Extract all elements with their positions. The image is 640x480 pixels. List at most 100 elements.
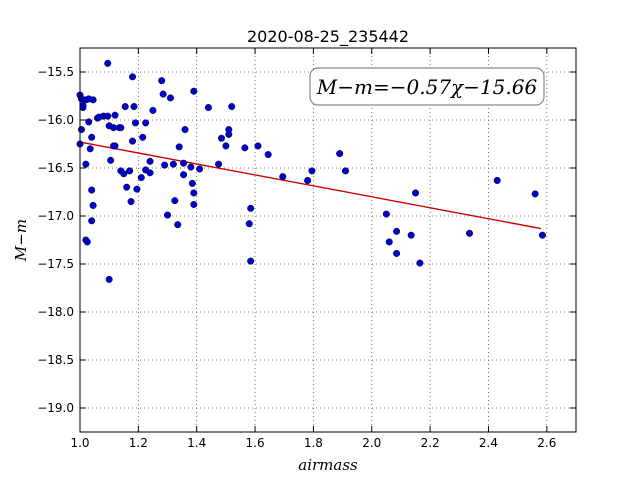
y-tick-labels: −15.5 −16.0 −16.5 −17.0 −17.5 −18.0 −18.5 −19.0 [37, 65, 74, 415]
data-point [104, 112, 112, 120]
data-point [89, 96, 97, 104]
annotation-box: M−m=−0.57χ−15.66 [309, 67, 545, 106]
data-points [76, 59, 546, 283]
y-tick-label: −18.0 [37, 305, 74, 319]
data-point [385, 238, 393, 246]
data-point [466, 229, 474, 237]
data-point [88, 133, 96, 141]
fit-line-layer [79, 141, 542, 230]
x-tick-label: 2.6 [537, 436, 556, 450]
data-point [407, 231, 415, 239]
data-point [204, 104, 212, 112]
data-point [171, 197, 179, 205]
data-point [241, 144, 249, 152]
y-tick-label: −18.5 [37, 353, 74, 367]
data-point [121, 103, 129, 111]
data-point [254, 142, 262, 150]
data-point [412, 189, 420, 197]
data-point [538, 231, 546, 239]
data-point [129, 137, 137, 145]
x-tick-label: 2.0 [362, 436, 381, 450]
data-point [146, 157, 154, 165]
data-point [79, 102, 87, 110]
data-point [86, 145, 94, 153]
data-point [218, 134, 226, 142]
data-point [336, 150, 344, 158]
data-point [190, 200, 198, 208]
data-point [416, 259, 424, 267]
y-axis-label: M−m [12, 219, 30, 262]
x-tick-label: 1.6 [246, 436, 265, 450]
plot-area-frame [79, 47, 577, 433]
data-point [308, 167, 316, 175]
data-point [264, 151, 272, 159]
data-point [77, 126, 85, 134]
data-point [111, 111, 119, 119]
data-point [342, 167, 350, 175]
data-point [382, 210, 390, 218]
data-point [104, 59, 112, 67]
x-tick-labels: 1.0 1.2 1.4 1.6 1.8 2.0 2.2 2.4 2.6 [70, 436, 556, 450]
y-tick-label: −16.0 [37, 113, 74, 127]
data-point [126, 167, 134, 175]
data-point [279, 173, 287, 181]
data-point [174, 221, 182, 229]
data-point [158, 77, 166, 85]
data-point [82, 160, 90, 168]
data-point [222, 142, 230, 150]
data-point [129, 73, 137, 81]
data-point [215, 160, 223, 168]
data-point [225, 126, 233, 134]
x-axis-label: airmass [298, 456, 358, 474]
data-point [188, 179, 196, 187]
data-point [181, 126, 189, 134]
data-point [88, 186, 96, 194]
grid-lines [79, 48, 576, 432]
y-tick-label: −19.0 [37, 401, 74, 415]
data-point [531, 190, 539, 198]
data-point [169, 160, 177, 168]
data-point [131, 119, 139, 127]
data-point [120, 170, 128, 178]
data-point [137, 174, 145, 182]
data-point [228, 103, 236, 111]
data-point [304, 176, 312, 184]
data-point [139, 133, 147, 141]
data-point [146, 169, 154, 177]
data-point [245, 220, 253, 228]
data-point [180, 159, 188, 167]
data-point [149, 106, 157, 114]
fit-line [79, 141, 542, 230]
data-point [105, 275, 113, 283]
data-point [83, 238, 91, 246]
axis-ticks [79, 48, 576, 432]
x-tick-label: 2.4 [479, 436, 498, 450]
data-point [123, 183, 131, 191]
data-point [180, 171, 188, 179]
x-tick-label: 1.8 [304, 436, 323, 450]
x-tick-label: 2.2 [421, 436, 440, 450]
data-point [133, 185, 141, 193]
fit-equation-label: M−m=−0.57χ−15.66 [316, 75, 538, 99]
data-point [107, 156, 115, 164]
x-tick-label: 1.2 [129, 436, 148, 450]
x-tick-label: 1.0 [70, 436, 89, 450]
data-point [393, 249, 401, 257]
x-tick-label: 1.4 [187, 436, 206, 450]
data-point [164, 211, 172, 219]
data-point [493, 176, 501, 184]
data-point [190, 87, 198, 95]
annotation-frame [309, 67, 545, 106]
data-point [190, 189, 198, 197]
data-point [142, 119, 150, 127]
data-point [161, 161, 169, 169]
data-point [247, 204, 255, 212]
data-point [111, 142, 119, 150]
data-point [393, 227, 401, 235]
chart-title: 2020-08-25_235442 [247, 27, 409, 47]
y-tick-label: −15.5 [37, 65, 74, 79]
data-point [110, 124, 118, 132]
data-point [247, 257, 255, 265]
data-point [130, 103, 138, 111]
